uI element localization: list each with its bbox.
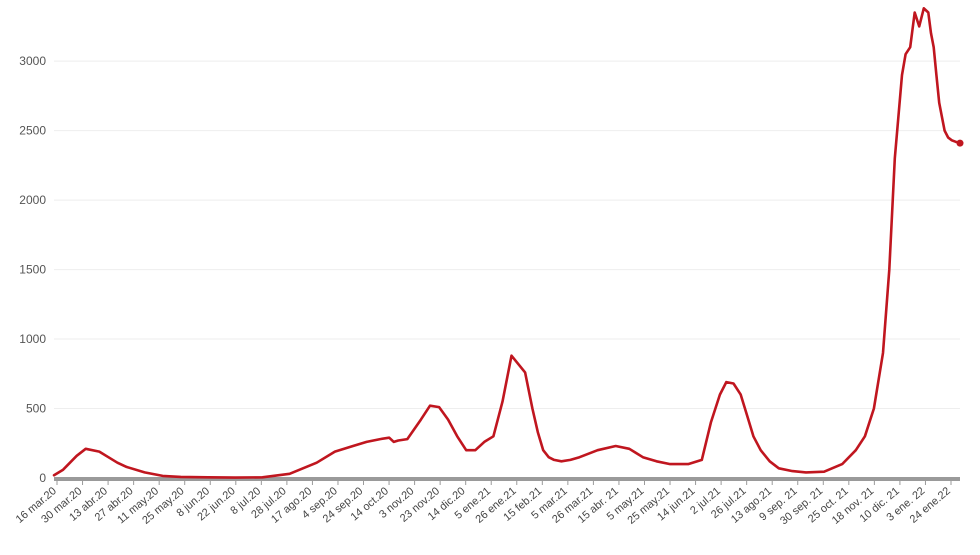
y-axis-tick-labels: 0 500 1000 1500 2000 2500 3000 [19, 54, 46, 485]
y-tick-label: 2000 [19, 193, 46, 207]
y-tick-label: 1500 [19, 263, 46, 277]
y-tick-label: 1000 [19, 332, 46, 346]
series-end-point [956, 139, 964, 147]
y-tick-label: 3000 [19, 54, 46, 68]
series-layer [52, 7, 964, 479]
y-tick-label: 2500 [19, 124, 46, 138]
series-line [52, 7, 962, 479]
y-tick-label: 0 [39, 471, 46, 485]
x-axis-line [54, 477, 960, 481]
y-tick-label: 500 [26, 402, 46, 416]
gridlines [54, 60, 960, 410]
